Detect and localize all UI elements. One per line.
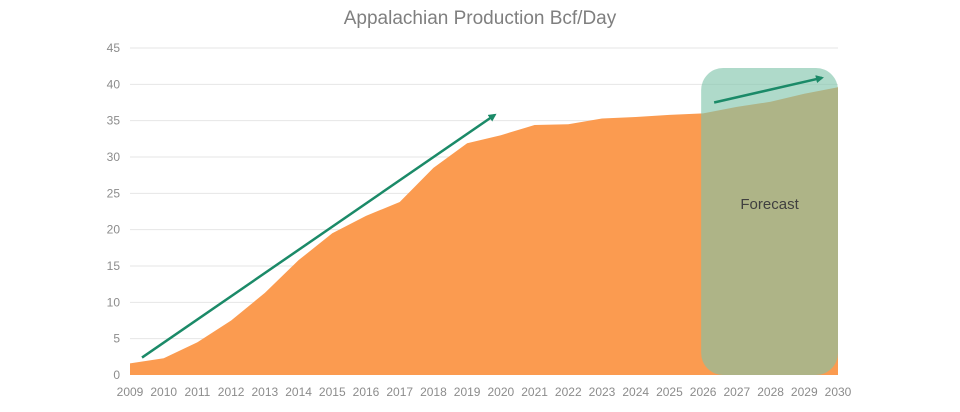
x-tick-label: 2009 (117, 385, 144, 399)
y-tick-label: 45 (107, 41, 121, 55)
x-tick-label: 2026 (690, 385, 717, 399)
y-tick-label: 0 (113, 368, 120, 382)
x-tick-label: 2013 (252, 385, 279, 399)
x-tick-label: 2018 (420, 385, 447, 399)
x-tick-label: 2012 (218, 385, 245, 399)
x-tick-label: 2015 (319, 385, 346, 399)
y-tick-label: 20 (107, 223, 121, 237)
x-tick-label: 2021 (521, 385, 548, 399)
x-tick-label: 2017 (386, 385, 413, 399)
trend-arrow (141, 113, 497, 359)
x-tick-label: 2022 (555, 385, 582, 399)
x-tick-label: 2011 (185, 385, 211, 399)
y-tick-label: 15 (107, 259, 121, 273)
y-tick-label: 10 (107, 295, 121, 309)
y-tick-label: 30 (107, 150, 121, 164)
y-tick-label: 5 (113, 332, 120, 346)
x-tick-label: 2024 (622, 385, 649, 399)
chart-title: Appalachian Production Bcf/Day (343, 8, 617, 29)
x-tick-label: 2028 (757, 385, 784, 399)
y-tick-label: 25 (107, 186, 121, 200)
forecast-label: Forecast (740, 196, 799, 213)
x-tick-label: 2014 (285, 385, 312, 399)
x-tick-label: 2027 (724, 385, 751, 399)
x-tick-label: 2016 (353, 385, 380, 399)
x-tick-label: 2029 (791, 385, 818, 399)
forecast-box (701, 68, 838, 375)
x-tick-label: 2025 (656, 385, 683, 399)
y-tick-label: 40 (107, 77, 121, 91)
y-tick-label: 35 (107, 114, 121, 128)
x-tick-label: 2030 (825, 385, 852, 399)
x-tick-label: 2019 (454, 385, 481, 399)
x-tick-label: 2023 (589, 385, 616, 399)
trend-arrow (713, 75, 824, 104)
x-tick-label: 2020 (488, 385, 515, 399)
production-area (130, 87, 838, 376)
x-tick-label: 2010 (150, 385, 177, 399)
